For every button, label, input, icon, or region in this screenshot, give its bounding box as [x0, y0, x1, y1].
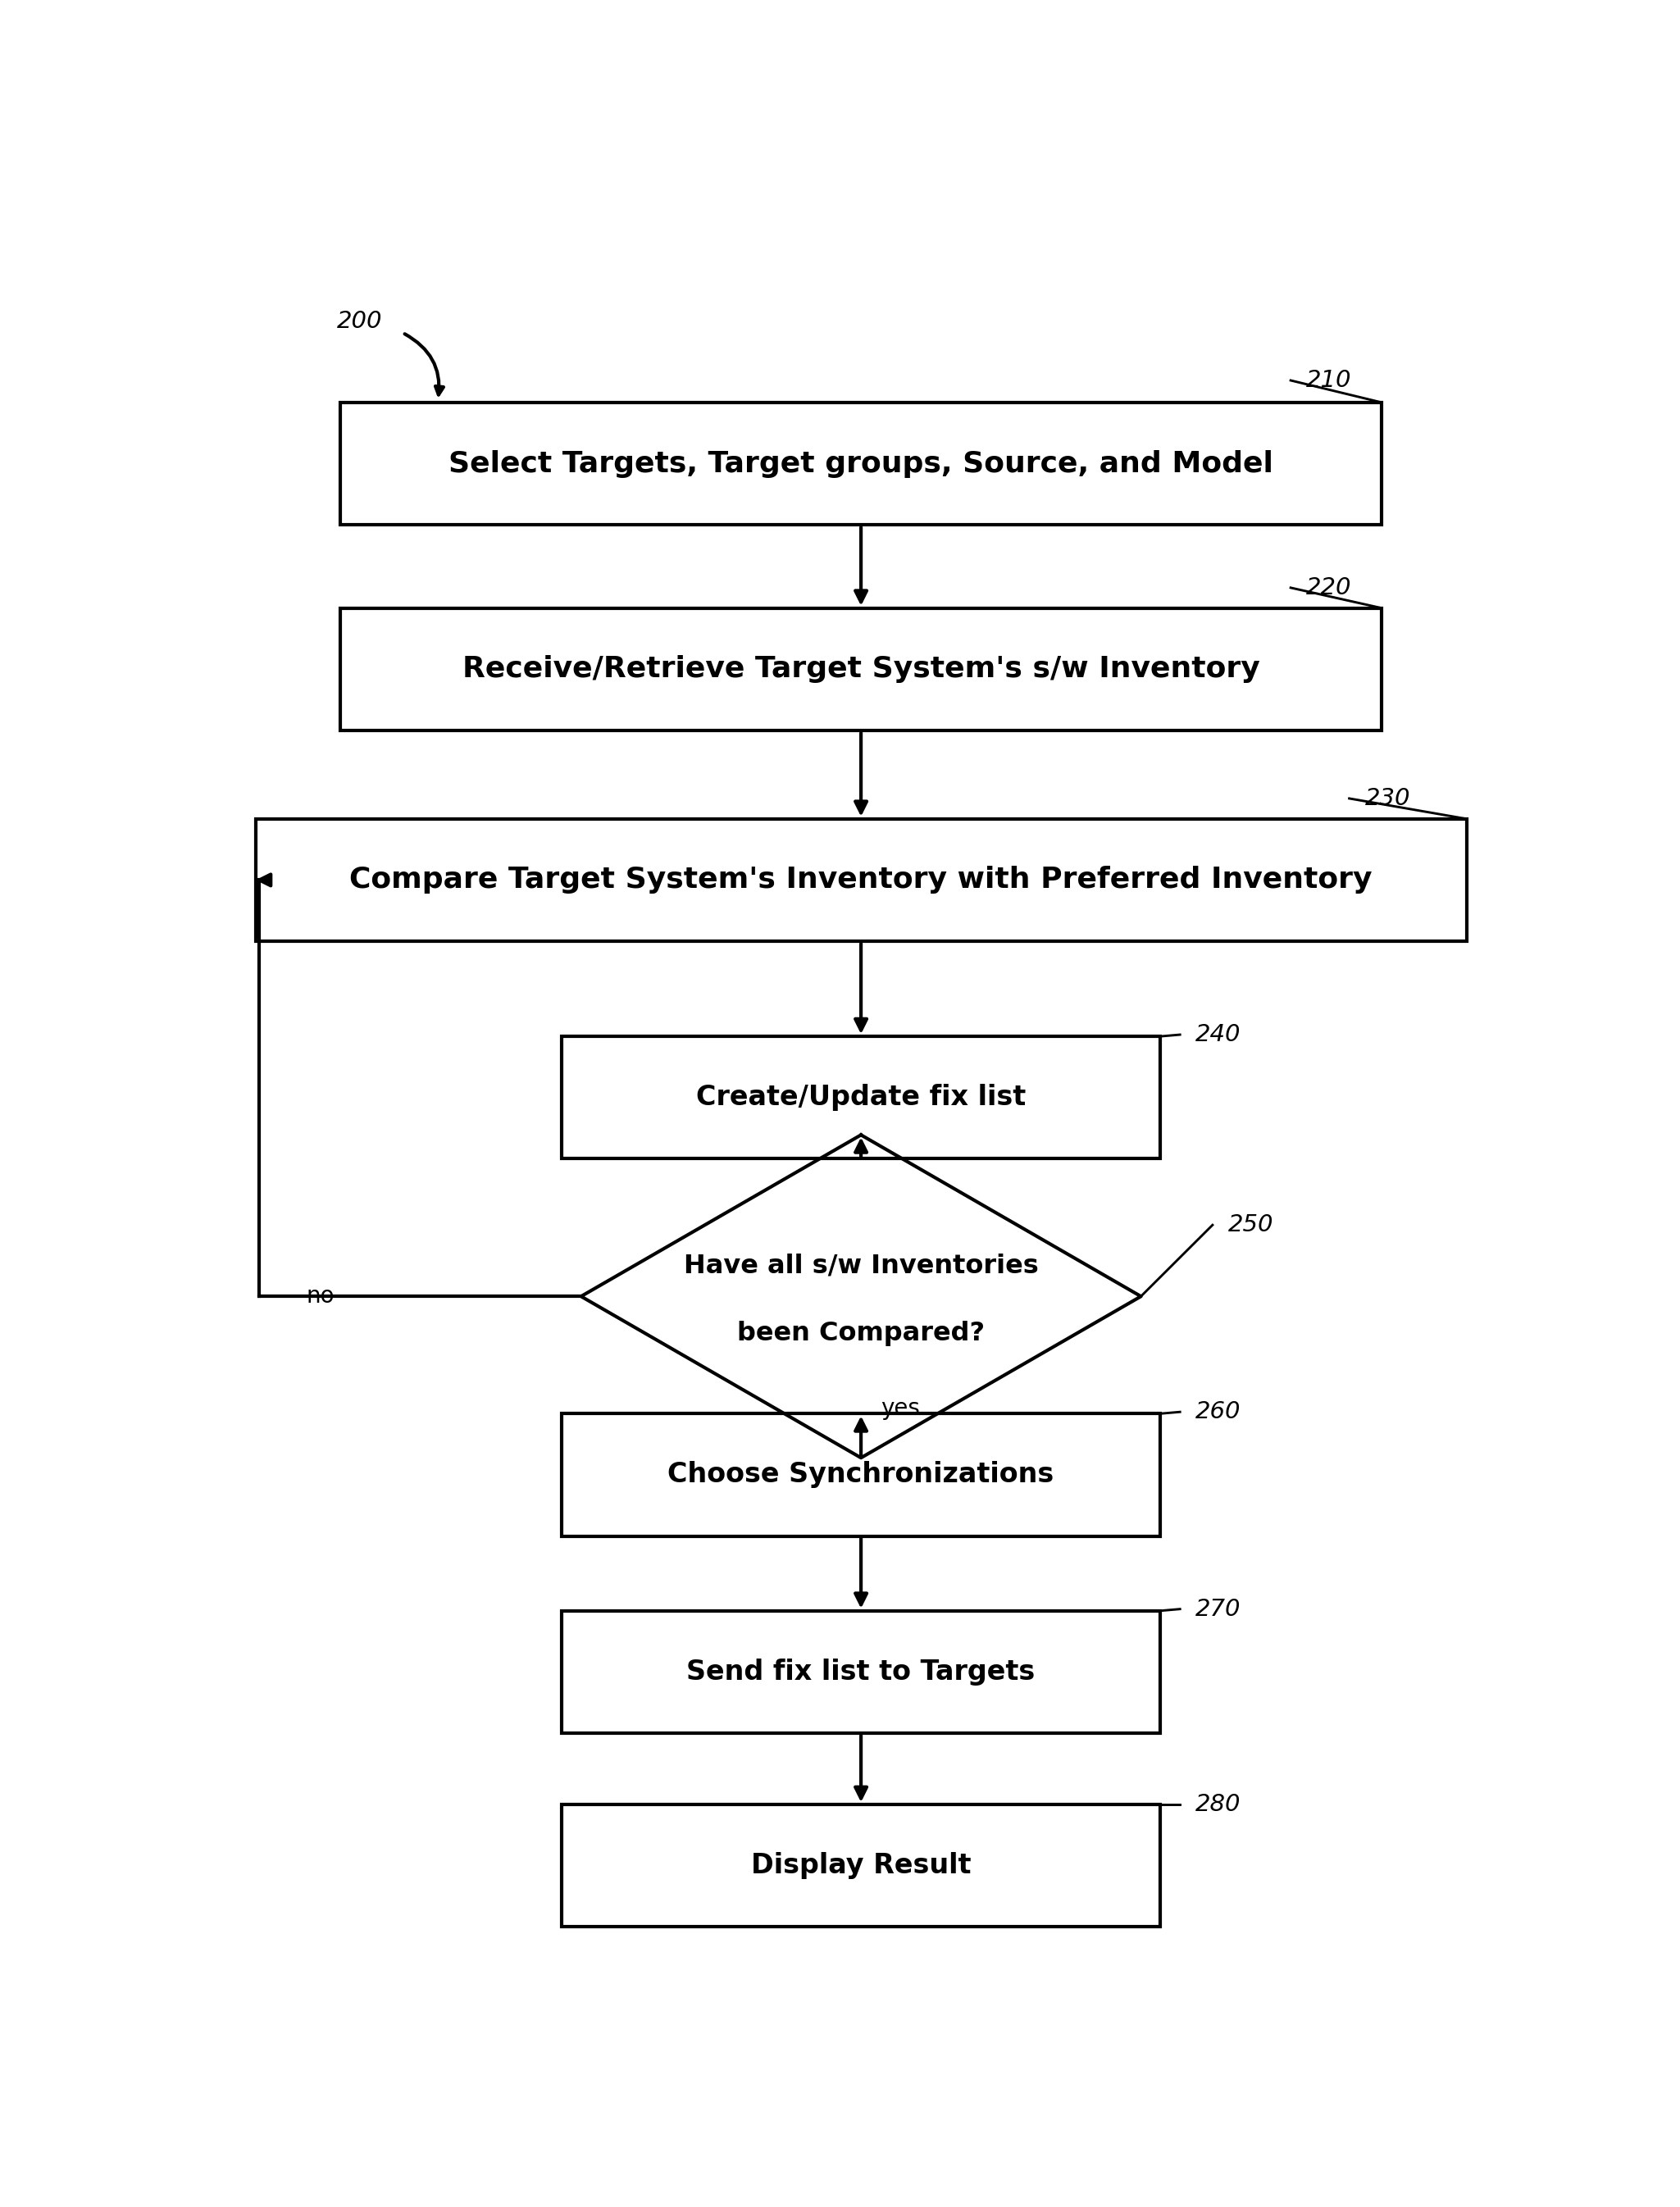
- Text: been Compared?: been Compared?: [738, 1322, 984, 1346]
- Text: 250: 250: [1228, 1214, 1273, 1236]
- Text: Create/Update fix list: Create/Update fix list: [696, 1084, 1026, 1110]
- Text: 280: 280: [1196, 1792, 1242, 1816]
- FancyBboxPatch shape: [561, 1805, 1161, 1927]
- Text: 260: 260: [1196, 1401, 1242, 1424]
- FancyBboxPatch shape: [339, 609, 1383, 731]
- FancyBboxPatch shape: [561, 1611, 1161, 1732]
- Text: yes: yes: [880, 1397, 919, 1419]
- Text: 240: 240: [1196, 1024, 1242, 1046]
- Text: 210: 210: [1307, 369, 1352, 393]
- Text: 230: 230: [1364, 788, 1411, 810]
- Text: 220: 220: [1307, 576, 1352, 600]
- Text: Choose Synchronizations: Choose Synchronizations: [669, 1461, 1053, 1488]
- Text: Receive/Retrieve Target System's s/w Inventory: Receive/Retrieve Target System's s/w Inv…: [462, 655, 1260, 684]
- FancyBboxPatch shape: [561, 1415, 1161, 1536]
- FancyArrowPatch shape: [405, 333, 444, 395]
- Text: 200: 200: [338, 309, 383, 333]
- Text: Send fix list to Targets: Send fix list to Targets: [687, 1657, 1035, 1686]
- Text: Display Result: Display Result: [751, 1852, 971, 1878]
- Text: Have all s/w Inventories: Have all s/w Inventories: [684, 1254, 1038, 1278]
- Text: 270: 270: [1196, 1598, 1242, 1620]
- FancyBboxPatch shape: [561, 1037, 1161, 1159]
- Text: Compare Target System's Inventory with Preferred Inventory: Compare Target System's Inventory with P…: [349, 865, 1373, 894]
- Text: no: no: [306, 1284, 334, 1309]
- FancyBboxPatch shape: [255, 819, 1467, 940]
- Text: Select Targets, Target groups, Source, and Model: Select Targets, Target groups, Source, a…: [449, 450, 1273, 477]
- FancyBboxPatch shape: [339, 402, 1383, 525]
